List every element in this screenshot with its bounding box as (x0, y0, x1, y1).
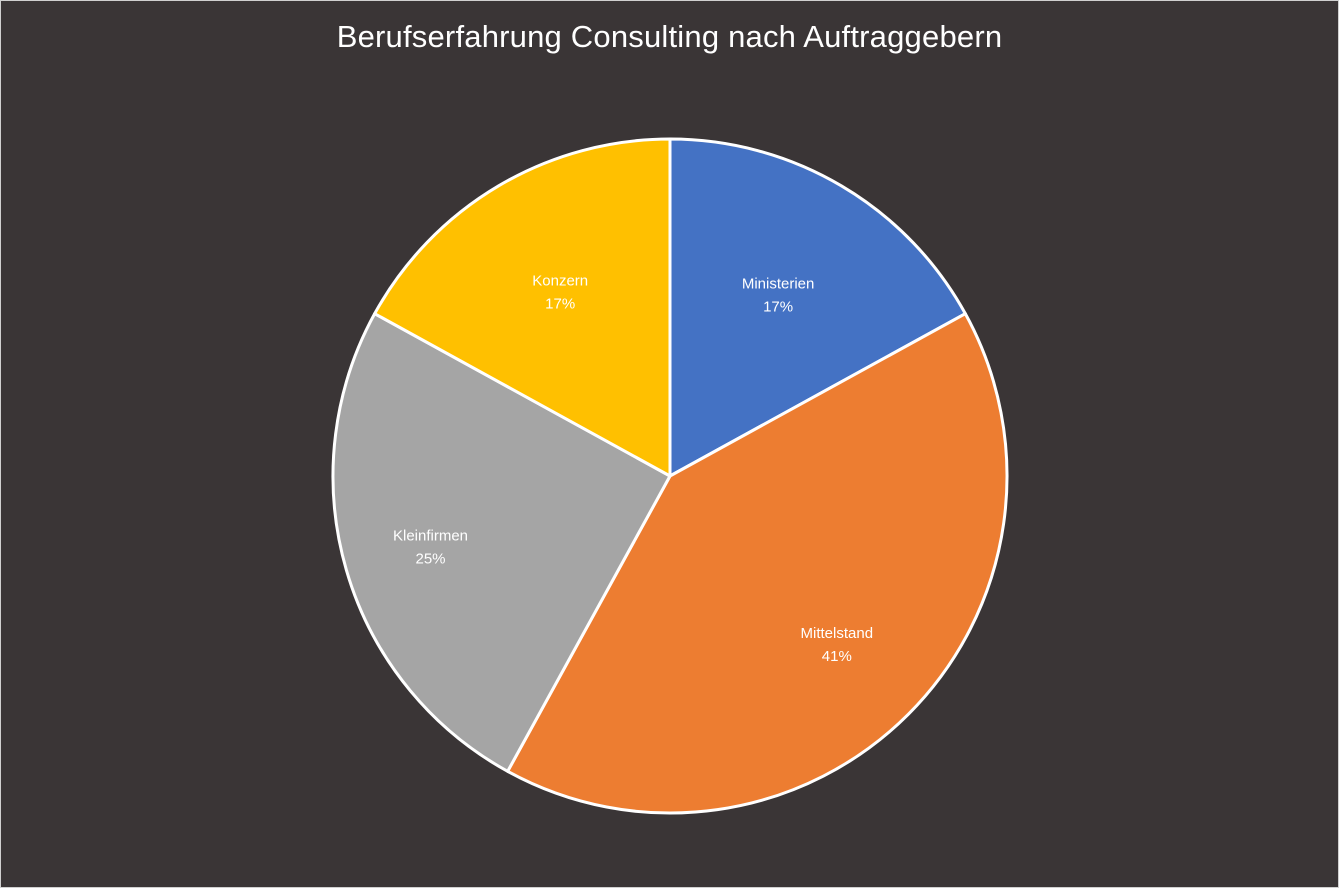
data-label-percent: 25% (415, 551, 445, 568)
data-label-kleinfirmen: Kleinfirmen 25% (393, 528, 468, 568)
data-label-percent: 17% (763, 298, 793, 315)
data-label-category: Ministerien (742, 275, 815, 292)
pie-labels: Ministerien 17% Mittelstand 41% Kleinfirmen 2… (393, 272, 873, 664)
pie-slice-kleinfirmen (331, 312, 672, 773)
data-label-konzern: Konzern 17% (532, 272, 588, 312)
data-label-percent: 17% (545, 295, 575, 312)
pie-slice-mittelstand (506, 312, 1009, 815)
data-label-category: Mittelstand (801, 625, 874, 642)
data-label-category: Konzern (532, 272, 588, 289)
pie-slices (331, 137, 1009, 815)
data-label-category: Kleinfirmen (393, 528, 468, 545)
pie-slice-ministerien (668, 137, 967, 478)
pie-slice-konzern (373, 137, 672, 478)
data-label-percent: 41% (822, 648, 852, 665)
chart-title: Berufserfahrung Consulting nach Auftragg… (336, 19, 1003, 54)
data-label-mittelstand: Mittelstand 41% (801, 625, 874, 665)
data-label-ministerien: Ministerien 17% (742, 275, 815, 315)
